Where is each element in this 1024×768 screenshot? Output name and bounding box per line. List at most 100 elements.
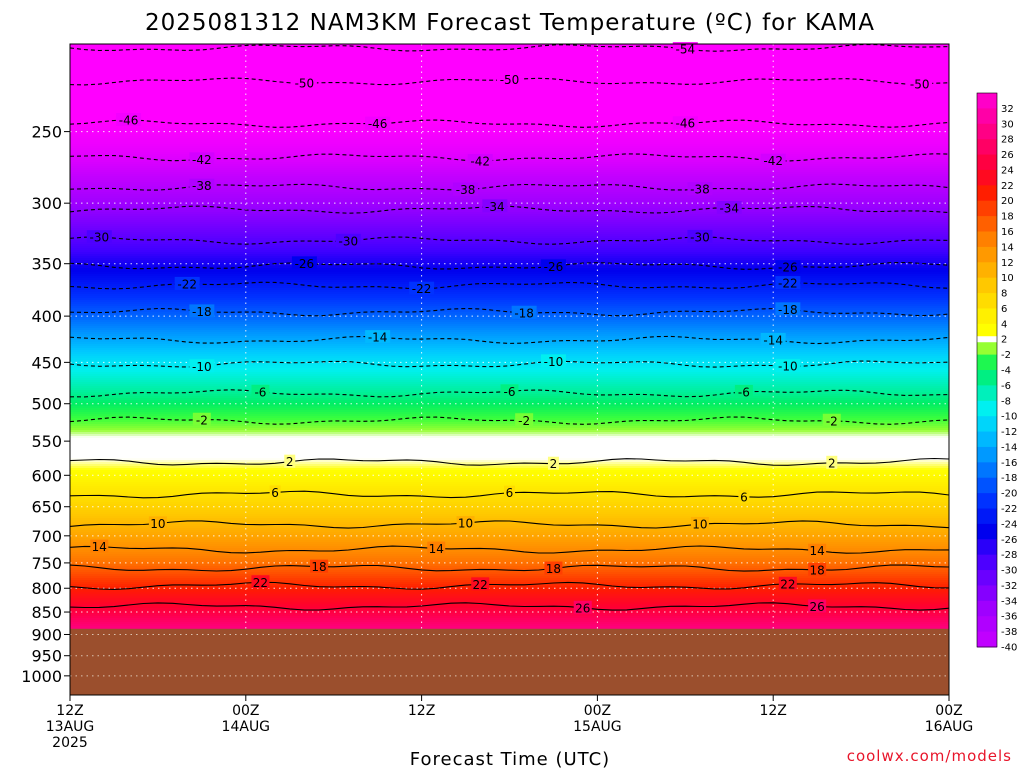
contour-label-bg (189, 304, 215, 318)
shading-band (70, 108, 949, 111)
contour-line (70, 602, 949, 611)
contour-label: -42 (763, 154, 783, 168)
colorbar-swatch (977, 523, 997, 540)
x-tick-label: 12Z (408, 703, 435, 719)
shading-band (70, 574, 949, 577)
shading-band (70, 102, 949, 105)
shading-band (70, 412, 949, 415)
shading-band (70, 446, 949, 449)
contour-label-bg (189, 359, 215, 373)
colorbar-tick-label: -4 (1001, 366, 1011, 377)
shading-band (70, 182, 949, 185)
shading-band (70, 162, 949, 165)
shading-band (70, 140, 949, 143)
contour-label: -26 (544, 260, 564, 274)
shading-band (70, 236, 949, 239)
contour-label: -38 (192, 179, 212, 193)
contour-label: -42 (470, 154, 490, 168)
shading-band (70, 478, 949, 481)
shading-band (70, 326, 949, 329)
shading-band (70, 414, 949, 417)
contour-line (70, 457, 949, 466)
shading-band (70, 564, 949, 567)
shading-band (70, 256, 949, 259)
colorbar-tick-label: 24 (1001, 165, 1014, 176)
contour-label: -38 (690, 183, 710, 197)
shading-band (70, 552, 949, 555)
contour-label-bg (808, 543, 827, 557)
x-tick-label: 16AUG (925, 719, 974, 735)
shading-band (70, 114, 949, 117)
shading-band (70, 198, 949, 201)
shading-band (70, 586, 949, 589)
shading-band (70, 128, 949, 131)
contour-label: -46 (119, 113, 139, 127)
contour-label: 22 (473, 578, 488, 592)
shading-band (70, 626, 949, 629)
contour-label-bg (174, 276, 200, 290)
shading-band (70, 560, 949, 563)
colorbar-swatch (977, 231, 997, 248)
shading-band (70, 100, 949, 103)
shading-band (70, 66, 949, 69)
shading-band (70, 148, 949, 151)
colorbar-tick-label: -22 (1001, 504, 1017, 515)
contour-label-bg (775, 359, 801, 373)
contour-label: -50 (295, 77, 315, 91)
shading-band (70, 260, 949, 263)
contour-label-bg (116, 112, 142, 126)
shading-band (70, 122, 949, 125)
shading-band (70, 310, 949, 313)
y-tick-label: 600 (31, 466, 62, 485)
shading-band (70, 270, 949, 273)
contour-label-bg (672, 42, 698, 56)
contour-label: -2 (518, 414, 530, 428)
shading-band (70, 500, 949, 503)
contour-label-bg (687, 182, 713, 196)
contour-label-bg (192, 412, 211, 426)
contour-label: -46 (368, 117, 388, 131)
contour-labels: -54-50 -50 -50-46 -46 -46-42 -42 -42-38 -38 -38-… (86, 42, 933, 615)
contour-label: 18 (546, 562, 561, 576)
shading-band (70, 618, 949, 621)
shading-band (70, 184, 949, 187)
colorbar-swatch (977, 354, 997, 371)
shading-band (70, 228, 949, 231)
colorbar-swatch (977, 200, 997, 217)
contour-label: 14 (92, 540, 107, 554)
shading-band (70, 92, 949, 95)
contour-label-bg (544, 561, 563, 575)
contour-label: -30 (89, 231, 109, 245)
contour-label-bg (467, 153, 493, 167)
shading-band (70, 544, 949, 547)
shading-band (70, 58, 949, 61)
x-tick-label: 00Z (584, 703, 611, 719)
shading-band (70, 518, 949, 521)
colorbar-swatch (977, 336, 997, 343)
contour-label-bg (511, 305, 537, 319)
shading-band (70, 512, 949, 515)
contour-label: -2 (196, 413, 208, 427)
contour-label: -34 (485, 200, 505, 214)
shading-band (70, 350, 949, 353)
shading-band (70, 572, 949, 575)
contour-label: -18 (778, 303, 798, 317)
shading-band (70, 152, 949, 155)
shading-band (70, 472, 949, 475)
shading-band (70, 380, 949, 383)
shading-band (70, 196, 949, 199)
shading-band (70, 422, 949, 425)
colorbar-swatch (977, 554, 997, 571)
shading-band (70, 444, 949, 447)
contour-label-bg (775, 302, 801, 316)
shading-band (70, 166, 949, 169)
shading-band (70, 250, 949, 253)
colorbar-tick-label: 30 (1001, 119, 1014, 130)
contour-label-bg (504, 485, 515, 499)
shading-band (70, 248, 949, 251)
x-tick-label: 00Z (232, 703, 259, 719)
shading-band (70, 542, 949, 545)
shading-band (70, 44, 949, 47)
shading-band (70, 222, 949, 225)
